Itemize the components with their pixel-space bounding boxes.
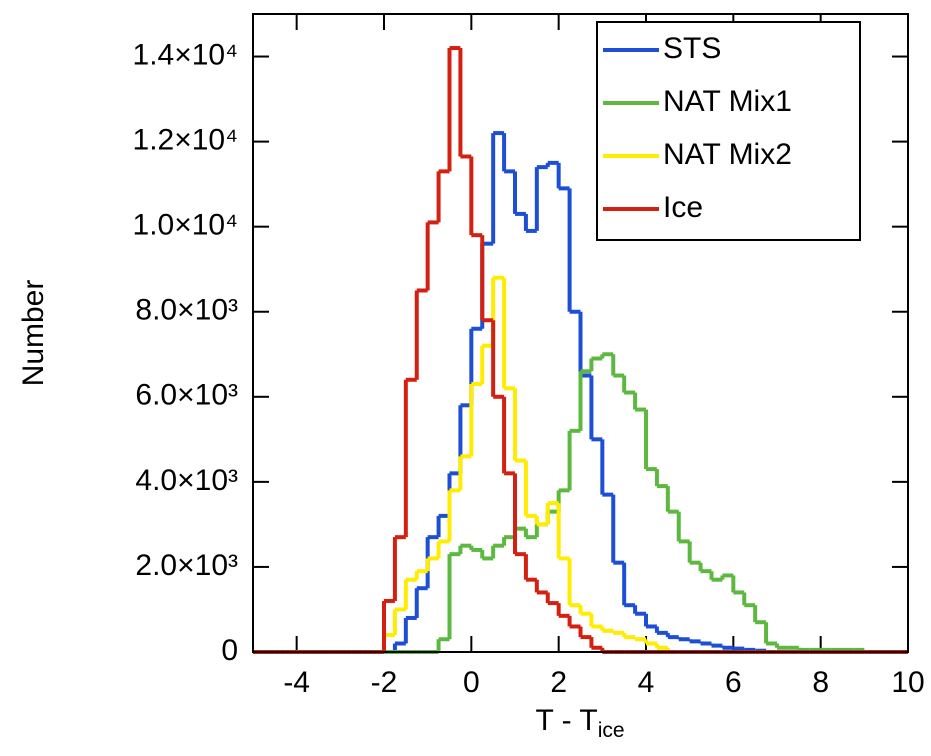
- x-tick-label: 8: [812, 666, 829, 699]
- legend-label: Ice: [663, 191, 703, 224]
- x-tick-label: 6: [725, 666, 742, 699]
- x-tick-label: 4: [638, 666, 655, 699]
- x-tick-label: -4: [283, 666, 310, 699]
- legend-label: NAT Mix2: [663, 138, 792, 171]
- y-tick-label: 6.0×10³: [135, 379, 238, 412]
- legend-label: STS: [663, 32, 721, 65]
- legend-box: [596, 21, 861, 241]
- y-tick-label: 1.4×10⁴: [133, 38, 238, 71]
- legend-label: NAT Mix1: [663, 85, 792, 118]
- y-tick-label: 4.0×10³: [135, 464, 238, 497]
- plot-frame: [252, 13, 909, 653]
- x-axis-label-sub: ice: [598, 719, 625, 742]
- x-axis-label-main: T - T: [535, 704, 597, 737]
- x-axis-label: T - Tice: [535, 704, 624, 742]
- y-tick-label: 1.0×10⁴: [133, 209, 238, 242]
- x-tick-label: 2: [550, 666, 567, 699]
- x-tick-label: 0: [463, 666, 480, 699]
- y-tick-label: 0: [221, 634, 238, 667]
- y-tick-label: 8.0×10³: [135, 294, 238, 327]
- y-tick-label: 2.0×10³: [135, 549, 238, 582]
- x-tick-label: 10: [891, 666, 924, 699]
- x-tick-label: -2: [371, 666, 398, 699]
- y-axis-label: Number: [17, 280, 50, 387]
- y-tick-label: 1.2×10⁴: [133, 124, 238, 157]
